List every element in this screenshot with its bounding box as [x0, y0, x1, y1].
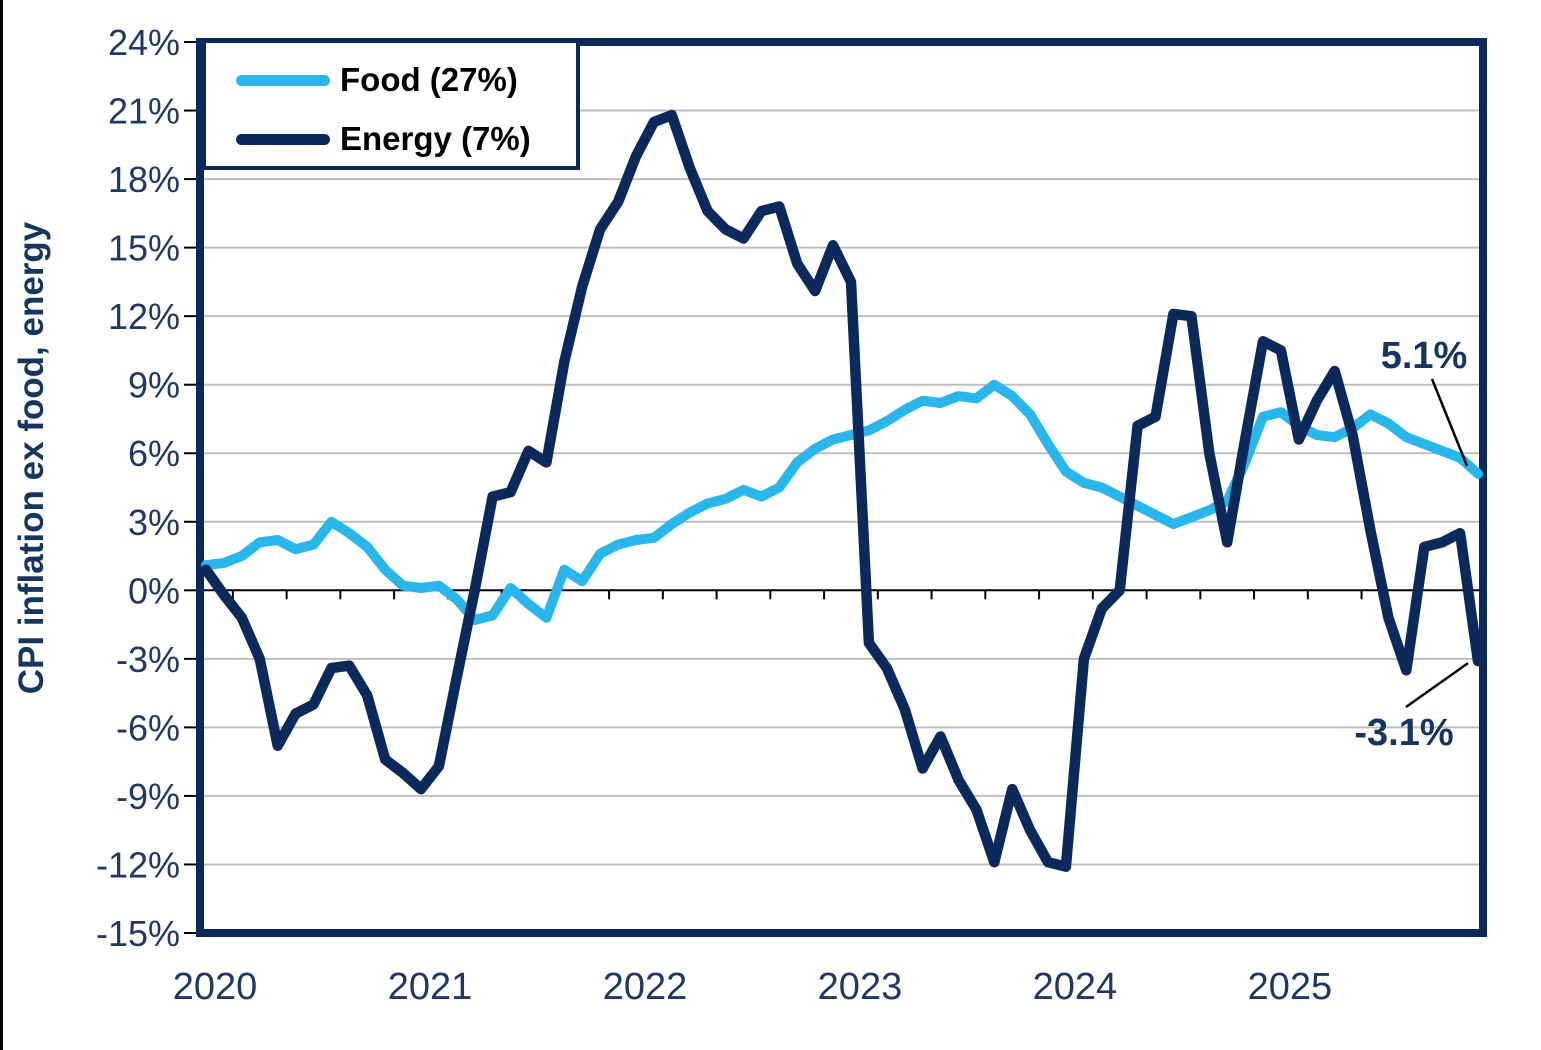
y-tick-label: 15%: [108, 228, 180, 269]
y-tick-label: -6%: [116, 707, 180, 748]
food-line-swatch: [236, 74, 330, 86]
legend: Food (27%) Energy (7%): [202, 39, 580, 170]
energy-line: [200, 109, 1484, 872]
y-tick-label: -15%: [96, 913, 180, 954]
axes-group: -15% -12% -9% -6% -3% 0% 3% 6% 9% 12% 15% 18% 21% 24%…: [96, 22, 1487, 1008]
y-tick-label: 18%: [108, 159, 180, 200]
y-tick-label: -9%: [116, 776, 180, 817]
x-year-label: 2023: [818, 966, 903, 1008]
y-tick-label: 21%: [108, 91, 180, 132]
legend-item-label: Energy (7%): [340, 120, 531, 157]
y-tick-label: 6%: [128, 433, 180, 474]
plot-frame: [196, 38, 1487, 937]
y-tick-label: 0%: [128, 570, 180, 611]
y-tick-label: -3%: [116, 639, 180, 680]
y-axis-title: CPI inflation ex food, energy: [12, 221, 51, 695]
legend-item-energy: Energy (7%): [236, 115, 531, 163]
series-group: [200, 109, 1484, 872]
y-tick-label: 9%: [128, 365, 180, 406]
x-year-label: 2020: [173, 966, 258, 1008]
annotation-energy-value: -3.1%: [1354, 712, 1453, 754]
energy-line-swatch: [236, 133, 330, 145]
y-tick-label: -12%: [96, 844, 180, 885]
y-tick-label: 12%: [108, 296, 180, 337]
food-annotation-leader-line: [1430, 378, 1469, 467]
annotations-group: 5.1% -3.1%: [1354, 335, 1469, 754]
food-line: [201, 379, 1483, 625]
annotation-food-value: 5.1%: [1381, 335, 1468, 377]
x-year-label: 2021: [388, 966, 473, 1008]
legend-item-food: Food (27%): [236, 56, 518, 104]
legend-item-label: Food (27%): [340, 61, 518, 98]
gridlines-group: [201, 109, 1483, 866]
y-tick-label: 3%: [128, 502, 180, 543]
x-year-label: 2025: [1248, 966, 1333, 1008]
x-year-label: 2022: [603, 966, 688, 1008]
x-year-label: 2024: [1033, 966, 1118, 1008]
page-left-border: [0, 0, 3, 1050]
energy-annotation-leader-line: [1405, 662, 1469, 709]
y-tick-label: 24%: [108, 22, 180, 63]
